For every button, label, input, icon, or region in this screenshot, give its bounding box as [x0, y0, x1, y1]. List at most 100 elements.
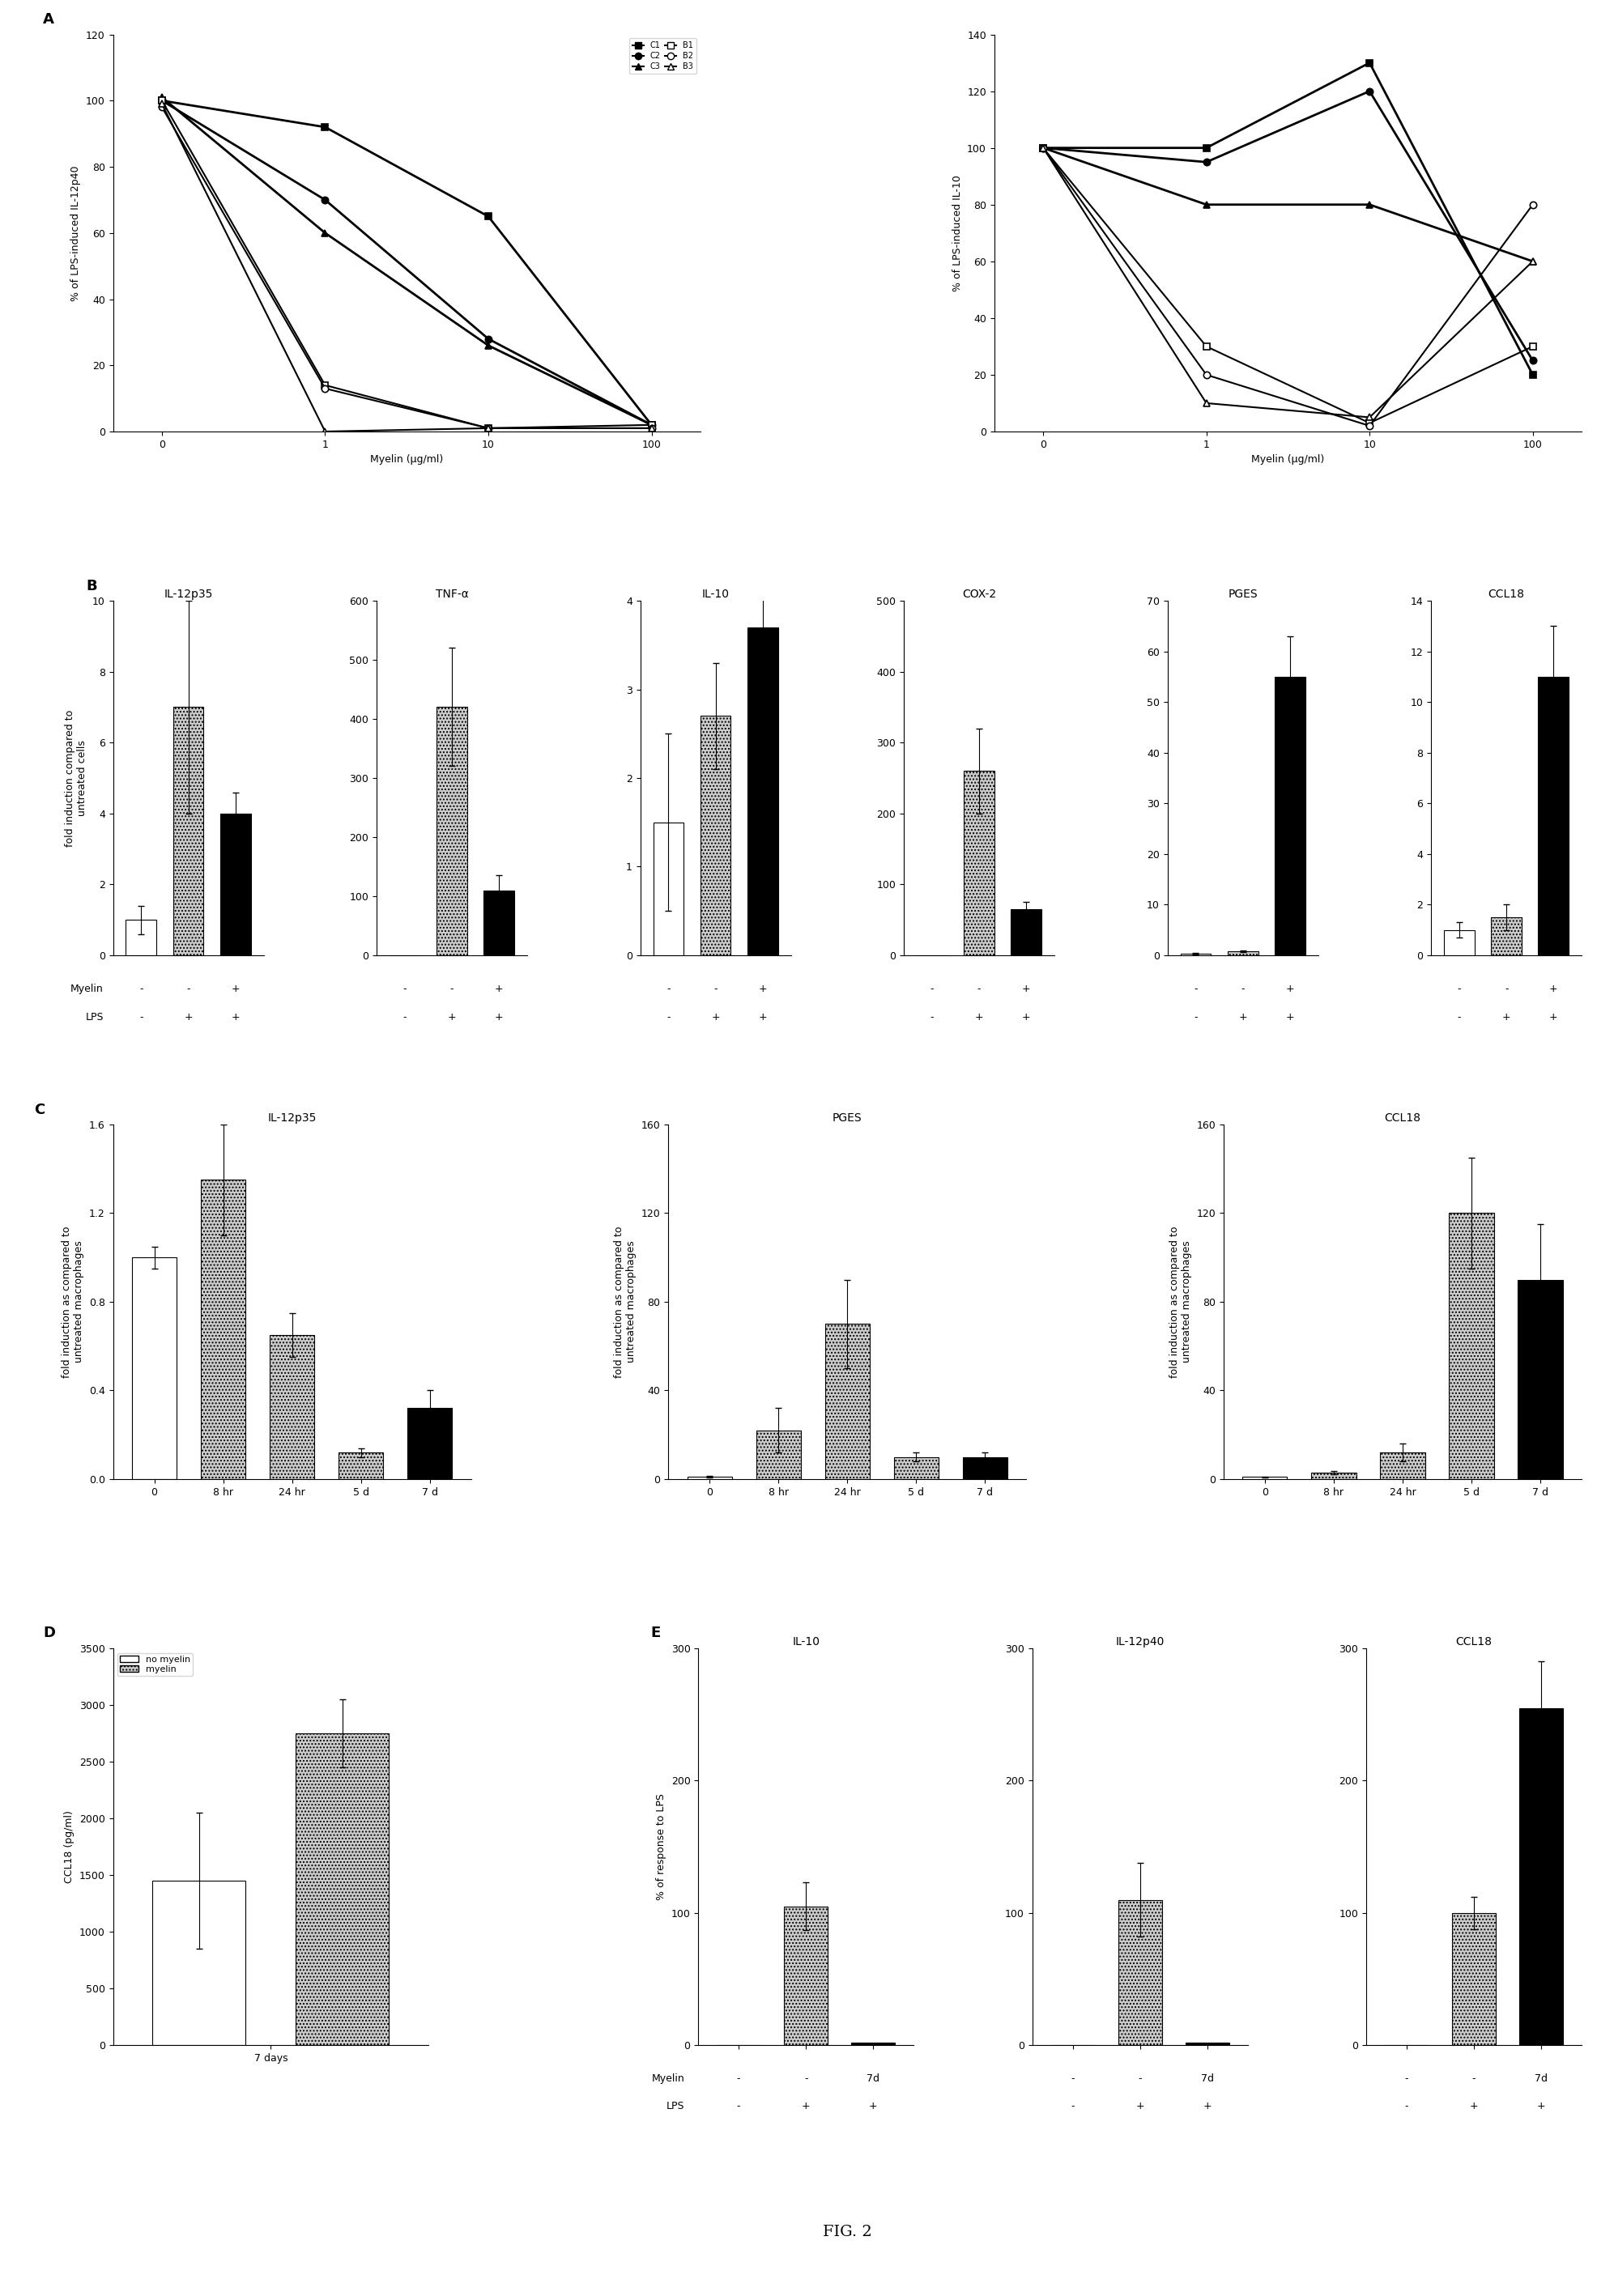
Text: -: - — [738, 2101, 741, 2112]
Bar — [894, 1458, 939, 1479]
Bar — [1519, 1279, 1562, 1479]
Title: IL-12p35: IL-12p35 — [268, 1111, 316, 1123]
Text: -: - — [187, 983, 190, 994]
Y-axis label: fold induction as compared to
untreated macrophages: fold induction as compared to untreated … — [613, 1226, 636, 1378]
Title: CCL18: CCL18 — [1385, 1111, 1420, 1123]
Text: A: A — [42, 11, 53, 28]
Text: 7d: 7d — [1535, 2073, 1548, 2085]
Text: Myelin: Myelin — [71, 983, 103, 994]
Legend: no myelin, myelin: no myelin, myelin — [118, 1653, 192, 1676]
Text: -: - — [1194, 1013, 1198, 1022]
Bar — [1380, 1453, 1425, 1479]
Text: D: D — [44, 1626, 56, 1639]
Text: -: - — [738, 2073, 741, 2085]
Text: +: + — [1136, 2101, 1144, 2112]
Text: +: + — [712, 1013, 720, 1022]
Bar — [437, 707, 466, 955]
Bar — [1491, 918, 1522, 955]
Text: -: - — [450, 983, 454, 994]
Text: +: + — [759, 983, 767, 994]
Text: +: + — [1549, 983, 1558, 994]
Title: IL-10: IL-10 — [792, 1637, 820, 1646]
Bar — [1228, 951, 1257, 955]
Bar — [784, 1906, 828, 2046]
Text: -: - — [667, 1013, 670, 1022]
Text: B: B — [86, 579, 97, 595]
Bar — [825, 1325, 870, 1479]
Text: +: + — [495, 1013, 504, 1022]
Text: -: - — [139, 1013, 144, 1022]
Text: -: - — [1070, 2073, 1075, 2085]
Text: -: - — [1241, 983, 1244, 994]
Text: -: - — [1070, 2101, 1075, 2112]
Bar — [484, 891, 515, 955]
X-axis label: Myelin (μg/ml): Myelin (μg/ml) — [370, 455, 444, 464]
Y-axis label: fold induction as compared to
untreated macrophages: fold induction as compared to untreated … — [1169, 1226, 1191, 1378]
Text: +: + — [1470, 2101, 1478, 2112]
Text: +: + — [1238, 1013, 1248, 1022]
Text: -: - — [404, 1013, 407, 1022]
Bar — [962, 1458, 1007, 1479]
Text: +: + — [495, 983, 504, 994]
Bar — [1010, 909, 1041, 955]
Bar — [200, 1180, 245, 1479]
Bar — [407, 1407, 452, 1479]
Text: -: - — [978, 983, 981, 994]
Bar — [1119, 1899, 1162, 2046]
Text: +: + — [1286, 983, 1294, 994]
Bar — [270, 1334, 315, 1479]
Bar — [755, 1430, 801, 1479]
Title: CCL18: CCL18 — [1456, 1637, 1493, 1646]
Text: +: + — [231, 1013, 239, 1022]
Text: +: + — [1286, 1013, 1294, 1022]
Bar — [173, 707, 203, 955]
Text: -: - — [1472, 2073, 1475, 2085]
Legend: C1, C2, C3, B1, B2, B3: C1, C2, C3, B1, B2, B3 — [629, 39, 697, 73]
Text: +: + — [1202, 2101, 1212, 2112]
Text: -: - — [1138, 2073, 1141, 2085]
Text: +: + — [1022, 983, 1030, 994]
Text: +: + — [1022, 1013, 1030, 1022]
Text: C: C — [34, 1102, 45, 1118]
Bar — [1519, 1708, 1564, 2046]
Text: -: - — [1504, 983, 1507, 994]
Bar — [126, 921, 157, 955]
Text: E: E — [650, 1626, 660, 1639]
Text: +: + — [1503, 1013, 1511, 1022]
Text: FIG. 2: FIG. 2 — [823, 2225, 872, 2239]
Title: PGES: PGES — [1228, 588, 1257, 599]
Bar — [700, 716, 731, 955]
Y-axis label: fold induction as compared to
untreated macrophages: fold induction as compared to untreated … — [61, 1226, 84, 1378]
Text: +: + — [447, 1013, 457, 1022]
Text: LPS: LPS — [667, 2101, 684, 2112]
Text: -: - — [404, 983, 407, 994]
Text: +: + — [1549, 1013, 1558, 1022]
Bar — [1538, 677, 1569, 955]
Text: +: + — [184, 1013, 192, 1022]
Title: PGES: PGES — [833, 1111, 862, 1123]
Y-axis label: % of LPS-induced IL-12p40: % of LPS-induced IL-12p40 — [71, 165, 81, 301]
Y-axis label: % of LPS-induced IL-10: % of LPS-induced IL-10 — [952, 174, 962, 292]
Text: -: - — [1404, 2073, 1409, 2085]
Text: -: - — [713, 983, 717, 994]
Bar — [654, 822, 684, 955]
Text: LPS: LPS — [86, 1013, 103, 1022]
Text: -: - — [139, 983, 144, 994]
Title: IL-12p35: IL-12p35 — [165, 588, 213, 599]
Text: -: - — [1457, 983, 1461, 994]
Bar — [339, 1453, 384, 1479]
Bar — [852, 2043, 896, 2046]
Text: 7d: 7d — [867, 2073, 880, 2085]
Title: COX-2: COX-2 — [962, 588, 996, 599]
Text: -: - — [1194, 983, 1198, 994]
Y-axis label: fold induction compared to
untreated cells: fold induction compared to untreated cel… — [65, 709, 87, 847]
Bar — [295, 1733, 389, 2046]
Text: -: - — [1457, 1013, 1461, 1022]
Title: IL-12p40: IL-12p40 — [1115, 1637, 1164, 1646]
Bar — [964, 771, 994, 955]
Text: +: + — [802, 2101, 810, 2112]
Text: -: - — [1404, 2101, 1409, 2112]
Bar — [220, 813, 250, 955]
Bar — [1445, 930, 1475, 955]
Bar — [132, 1258, 176, 1479]
